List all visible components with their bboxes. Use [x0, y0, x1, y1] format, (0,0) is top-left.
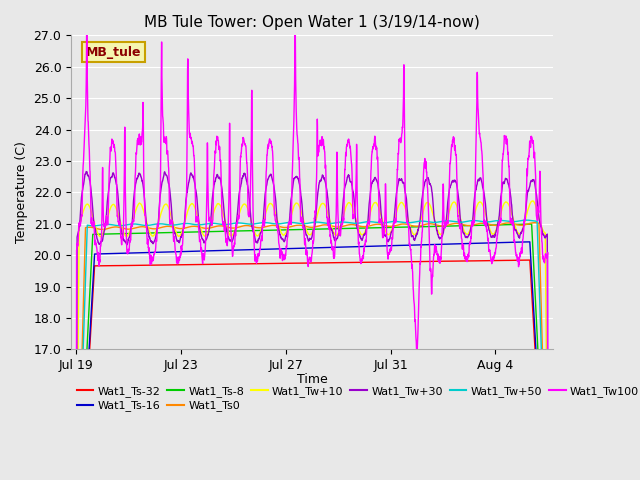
Legend: Wat1_Ts-32, Wat1_Ts-16, Wat1_Ts-8, Wat1_Ts0, Wat1_Tw+10, Wat1_Tw+30, Wat1_Tw+50,: Wat1_Ts-32, Wat1_Ts-16, Wat1_Ts-8, Wat1_… [77, 386, 639, 411]
Text: MB_tule: MB_tule [86, 46, 141, 59]
X-axis label: Time: Time [297, 373, 328, 386]
Y-axis label: Temperature (C): Temperature (C) [15, 142, 28, 243]
Title: MB Tule Tower: Open Water 1 (3/19/14-now): MB Tule Tower: Open Water 1 (3/19/14-now… [144, 15, 480, 30]
